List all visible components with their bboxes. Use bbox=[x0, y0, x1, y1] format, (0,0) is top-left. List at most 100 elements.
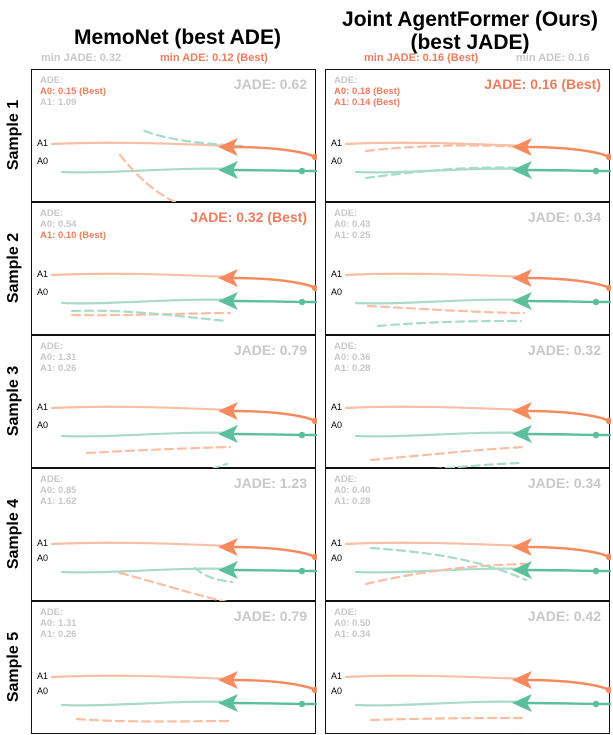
jade-value: JADE: 0.32 bbox=[527, 342, 601, 358]
ade-heading: ADE: bbox=[40, 607, 64, 618]
a0-predicted-path bbox=[423, 461, 523, 469]
a1-ground-truth-path bbox=[344, 674, 528, 681]
a1-predicted-path bbox=[364, 144, 526, 153]
ade-a1: A1: 0.34 bbox=[334, 629, 371, 640]
ade-heading: ADE: bbox=[40, 474, 64, 485]
jade-value: JADE: 0.34 bbox=[527, 475, 601, 491]
sample-row-label-text: Sample 4 bbox=[5, 498, 22, 570]
agent-a0-label: A0 bbox=[331, 420, 343, 430]
a1-direction-arrow bbox=[512, 269, 532, 287]
a1-ground-truth-path bbox=[344, 541, 528, 548]
a1-predicted-path bbox=[70, 311, 232, 317]
a0-ground-truth-path bbox=[60, 431, 234, 438]
agent-a1-label: A1 bbox=[37, 538, 49, 548]
agent-a1-label: A1 bbox=[331, 138, 343, 148]
a1-ground-truth-path bbox=[50, 541, 234, 548]
trajectory-plot bbox=[344, 138, 611, 180]
ade-a0: A0: 0.54 bbox=[40, 219, 77, 230]
agent-a1-label: A1 bbox=[37, 402, 49, 412]
trajectory-plot bbox=[344, 402, 611, 469]
ade-a0: A0: 0.18 (Best) bbox=[334, 86, 400, 97]
a1-direction-arrow bbox=[512, 538, 532, 556]
ade-block: ADE: A0: 0.40 A1: 0.28 bbox=[334, 474, 370, 507]
memonet-min-jade: min JADE: 0.32 bbox=[41, 52, 122, 64]
agent-a0-label: A0 bbox=[331, 156, 343, 166]
agent-a1-label: A1 bbox=[37, 138, 49, 148]
jade-value: JADE: 0.79 bbox=[233, 342, 307, 358]
trajectory-plot bbox=[50, 269, 317, 323]
a1-endpoint-dot bbox=[311, 417, 317, 425]
a0-direction-arrow bbox=[512, 561, 532, 579]
a1-future-path bbox=[230, 276, 317, 290]
ade-a0: A0: 0.85 bbox=[40, 485, 77, 496]
ade-heading: ADE: bbox=[334, 474, 358, 485]
ade-a1: A1: 1.62 bbox=[40, 496, 77, 507]
column-title-ours: Joint AgentFormer (Ours) (best JADE) bbox=[330, 8, 610, 54]
a0-direction-arrow bbox=[218, 561, 238, 579]
jade-value: JADE: 0.16 (Best) bbox=[484, 76, 601, 92]
jade-value: JADE: 0.42 bbox=[527, 608, 601, 624]
ade-a0: A0: 0.50 bbox=[334, 618, 371, 629]
agent-a0-label: A0 bbox=[331, 553, 343, 563]
ade-a1: A1: 1.09 bbox=[40, 97, 77, 108]
agent-a0-label: A0 bbox=[331, 686, 343, 696]
trajectory-panel-ours: ADE: A0: 0.50 A1: 0.34 JADE: 0.42 A1 A0 bbox=[325, 601, 611, 735]
ade-a0: A0: 0.43 bbox=[334, 219, 371, 230]
ade-block: ADE: A0: 0.36 A1: 0.28 bbox=[334, 341, 370, 374]
a1-predicted-path bbox=[85, 445, 232, 455]
trajectory-plot bbox=[344, 671, 611, 735]
a0-predicted-path bbox=[376, 319, 523, 328]
ade-a1: A1: 0.28 bbox=[334, 496, 371, 507]
agent-a1-label: A1 bbox=[37, 671, 49, 681]
agent-a0-label: A0 bbox=[331, 287, 343, 297]
ade-a0: A0: 0.40 bbox=[334, 485, 371, 496]
a0-future-path bbox=[524, 701, 611, 706]
trajectory-panel-memonet: ADE: A0: 0.85 A1: 1.62 JADE: 1.23 A1 A0 bbox=[31, 468, 317, 602]
a0-endpoint-dot bbox=[592, 567, 600, 575]
column-title-ours-text: Joint AgentFormer (Ours) (best JADE) bbox=[342, 8, 598, 54]
agent-a1-label: A1 bbox=[331, 671, 343, 681]
a0-future-path bbox=[524, 299, 611, 304]
jade-value: JADE: 0.32 (Best) bbox=[190, 209, 307, 225]
a0-future-path bbox=[230, 299, 317, 304]
trajectory-plot bbox=[50, 128, 317, 203]
a0-ground-truth-path bbox=[354, 431, 528, 438]
a1-endpoint-dot bbox=[605, 284, 611, 292]
a0-direction-arrow bbox=[512, 292, 532, 310]
a0-ground-truth-path bbox=[60, 298, 234, 305]
column-title-memonet-text: MemoNet (best ADE) bbox=[74, 26, 281, 49]
a0-endpoint-dot bbox=[298, 298, 306, 306]
trajectory-plot bbox=[50, 402, 317, 469]
a1-endpoint-dot bbox=[605, 553, 611, 561]
a0-predicted-path bbox=[140, 128, 244, 148]
a0-predicted-path bbox=[369, 546, 528, 582]
a0-predicted-path bbox=[193, 566, 234, 584]
trajectory-panel-ours: ADE: A0: 0.43 A1: 0.25 JADE: 0.34 A1 A0 bbox=[325, 202, 611, 335]
a1-endpoint-dot bbox=[311, 284, 317, 292]
a0-future-path bbox=[230, 432, 317, 437]
a0-endpoint-dot bbox=[298, 431, 306, 439]
ade-heading: ADE: bbox=[334, 208, 358, 219]
a0-direction-arrow bbox=[218, 161, 238, 179]
ade-block: ADE: A0: 0.50 A1: 0.34 bbox=[334, 607, 370, 640]
ade-a1: A1: 0.14 (Best) bbox=[334, 97, 400, 108]
a1-direction-arrow bbox=[512, 402, 532, 420]
ade-heading: ADE: bbox=[40, 341, 64, 352]
ade-a1: A1: 0.26 bbox=[40, 363, 77, 374]
a0-direction-arrow bbox=[218, 425, 238, 443]
a1-ground-truth-path bbox=[344, 405, 528, 412]
ade-block: ADE: A0: 0.18 (Best) A1: 0.14 (Best) bbox=[334, 75, 400, 108]
a1-ground-truth-path bbox=[50, 272, 234, 279]
ours-min-ade: min ADE: 0.16 bbox=[516, 52, 590, 64]
a0-ground-truth-path bbox=[354, 298, 528, 305]
ade-a1: A1: 0.25 bbox=[334, 230, 371, 241]
ade-heading: ADE: bbox=[334, 607, 358, 618]
a1-direction-arrow bbox=[218, 269, 238, 287]
a0-direction-arrow bbox=[512, 694, 532, 712]
ade-block: ADE: A0: 0.15 (Best) A1: 1.09 bbox=[40, 75, 106, 108]
ade-a0: A0: 1.31 bbox=[40, 618, 77, 629]
a0-future-path bbox=[524, 568, 611, 573]
a1-predicted-path bbox=[369, 445, 526, 462]
a1-future-path bbox=[524, 678, 611, 692]
ade-a1: A1: 0.28 bbox=[334, 363, 371, 374]
